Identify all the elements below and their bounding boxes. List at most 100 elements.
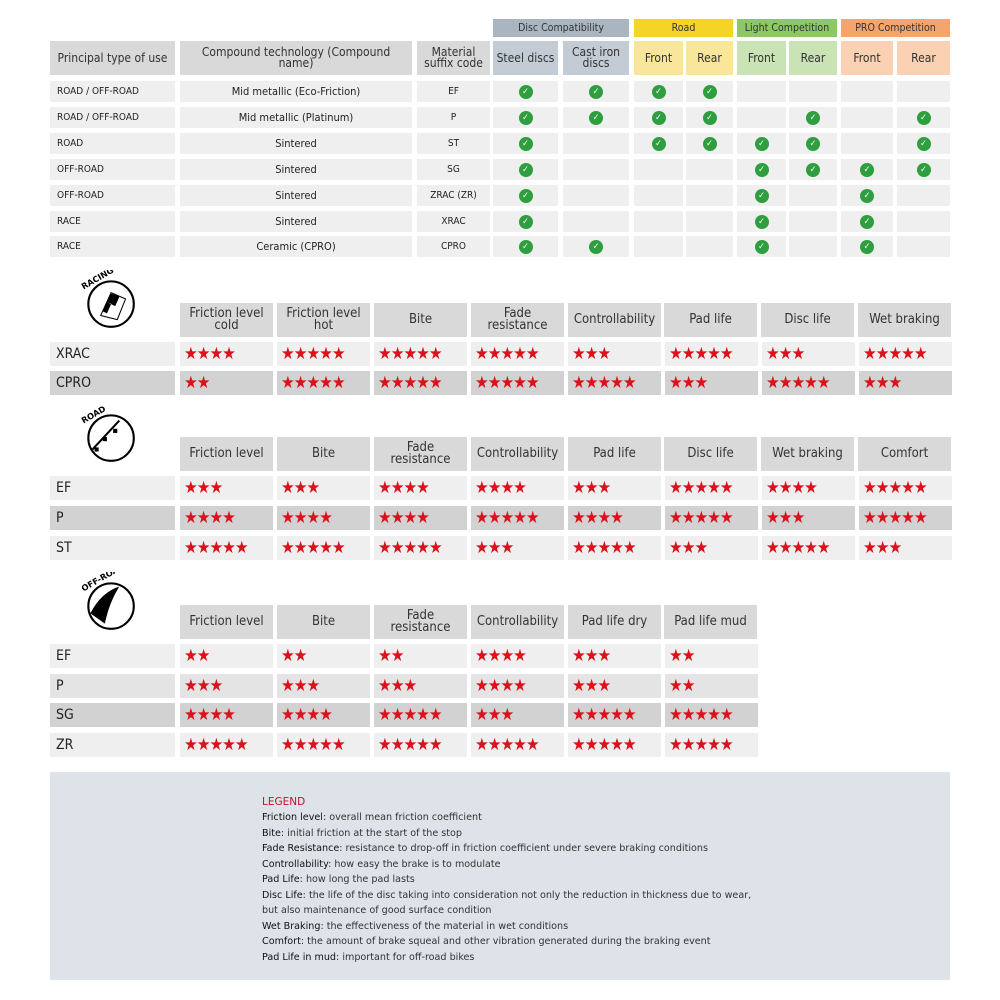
star-icon: ★	[390, 507, 405, 528]
legend-item: Friction level: overall mean friction co…	[262, 812, 482, 823]
star-icon: ★	[293, 537, 308, 558]
star-rating: ★ ★ ★ ★ ★	[471, 506, 564, 530]
check-cell	[686, 185, 733, 206]
check-cell	[686, 159, 733, 180]
check-icon: ✓	[806, 162, 820, 177]
star-icon: ★	[913, 477, 928, 498]
check-cell: ✓	[737, 133, 786, 154]
check-cell: ✓	[634, 81, 683, 102]
star-rating: ★ ★ ★	[374, 674, 467, 698]
rating-header: Pad life dry	[568, 605, 661, 639]
star-icon: ★	[901, 477, 915, 498]
use-cell: ROAD / OFF-ROAD	[50, 107, 175, 128]
star-icon: ★	[209, 734, 223, 755]
star-icon: ★	[281, 477, 295, 498]
star-icon: ★	[875, 372, 890, 393]
star-icon: ★	[719, 507, 734, 528]
star-icon: ★	[707, 343, 721, 364]
star-icon: ★	[778, 343, 793, 364]
star-icon: ★	[222, 343, 236, 364]
rating-header: Friction level hot	[277, 303, 370, 337]
star-icon: ★	[875, 477, 890, 498]
star-icon: ★	[513, 477, 527, 498]
star-icon: ★	[403, 537, 417, 558]
check-cell	[686, 236, 733, 257]
star-icon: ★	[778, 507, 793, 528]
star-icon: ★	[222, 507, 236, 528]
check-cell	[563, 185, 629, 206]
compound-code: CPRO	[50, 371, 175, 395]
use-cell: RACE	[50, 236, 175, 257]
star-icon: ★	[196, 343, 211, 364]
code-cell: ST	[417, 133, 490, 154]
use-cell: RACE	[50, 211, 175, 232]
star-rating: ★ ★ ★	[859, 536, 952, 560]
star-icon: ★	[222, 537, 236, 558]
star-icon: ★	[209, 704, 223, 725]
star-icon: ★	[306, 477, 320, 498]
star-rating: ★ ★ ★ ★ ★	[665, 506, 758, 530]
star-rating: ★ ★ ★	[180, 674, 273, 698]
star-icon: ★	[863, 372, 877, 393]
check-icon: ✓	[806, 136, 820, 151]
star-icon: ★	[694, 507, 708, 528]
check-cell: ✓	[493, 81, 558, 102]
legend-description: : initial friction at the start of the s…	[280, 827, 463, 839]
code-cell: P	[417, 107, 490, 128]
star-icon: ★	[719, 704, 734, 725]
star-icon: ★	[319, 734, 333, 755]
star-icon: ★	[572, 477, 586, 498]
star-icon: ★	[719, 734, 734, 755]
star-icon: ★	[319, 537, 333, 558]
star-icon: ★	[403, 704, 417, 725]
star-icon: ★	[487, 537, 502, 558]
star-icon: ★	[681, 537, 696, 558]
check-icon: ✓	[589, 110, 603, 125]
star-icon: ★	[597, 645, 611, 666]
star-icon: ★	[500, 645, 514, 666]
star-icon: ★	[500, 372, 514, 393]
star-icon: ★	[791, 477, 805, 498]
star-icon: ★	[669, 537, 683, 558]
check-cell: ✓	[493, 159, 558, 180]
legend-term: Pad Life in mud	[262, 951, 337, 963]
check-cell: ✓	[493, 133, 558, 154]
star-icon: ★	[196, 372, 211, 393]
star-icon: ★	[306, 343, 320, 364]
legend-description: : resistance to drop-off in friction coe…	[339, 843, 708, 854]
star-icon: ★	[707, 507, 721, 528]
star-icon: ★	[766, 507, 780, 528]
star-icon: ★	[487, 734, 502, 755]
star-icon: ★	[475, 372, 489, 393]
compound-cell: Mid metallic (Eco-Friction)	[180, 81, 412, 102]
star-icon: ★	[403, 372, 417, 393]
group-header: Disc Compatibility	[493, 19, 629, 37]
check-cell	[563, 211, 629, 232]
star-icon: ★	[378, 704, 392, 725]
check-cell	[897, 81, 950, 102]
column-header: Rear	[789, 41, 837, 75]
rating-header: Friction level	[180, 437, 273, 471]
star-icon: ★	[184, 372, 198, 393]
legend-description: but also maintenance of good surface con…	[262, 905, 492, 916]
star-icon: ★	[293, 704, 308, 725]
star-icon: ★	[319, 507, 333, 528]
star-icon: ★	[416, 704, 430, 725]
star-rating: ★ ★ ★ ★	[277, 506, 370, 530]
star-icon: ★	[572, 645, 586, 666]
star-rating: ★ ★	[665, 674, 758, 698]
star-icon: ★	[281, 675, 295, 696]
star-icon: ★	[622, 704, 637, 725]
check-cell	[789, 236, 837, 257]
compound-code: EF	[50, 476, 175, 500]
star-icon: ★	[500, 507, 514, 528]
check-icon: ✓	[860, 239, 874, 254]
star-icon: ★	[293, 675, 308, 696]
star-icon: ★	[513, 675, 527, 696]
rating-header: Pad life	[664, 303, 757, 337]
star-rating: ★ ★ ★ ★ ★	[568, 733, 661, 757]
star-icon: ★	[622, 734, 637, 755]
rating-header: Fade resistance	[471, 303, 564, 337]
check-cell: ✓	[897, 159, 950, 180]
star-rating: ★ ★ ★	[568, 644, 661, 668]
